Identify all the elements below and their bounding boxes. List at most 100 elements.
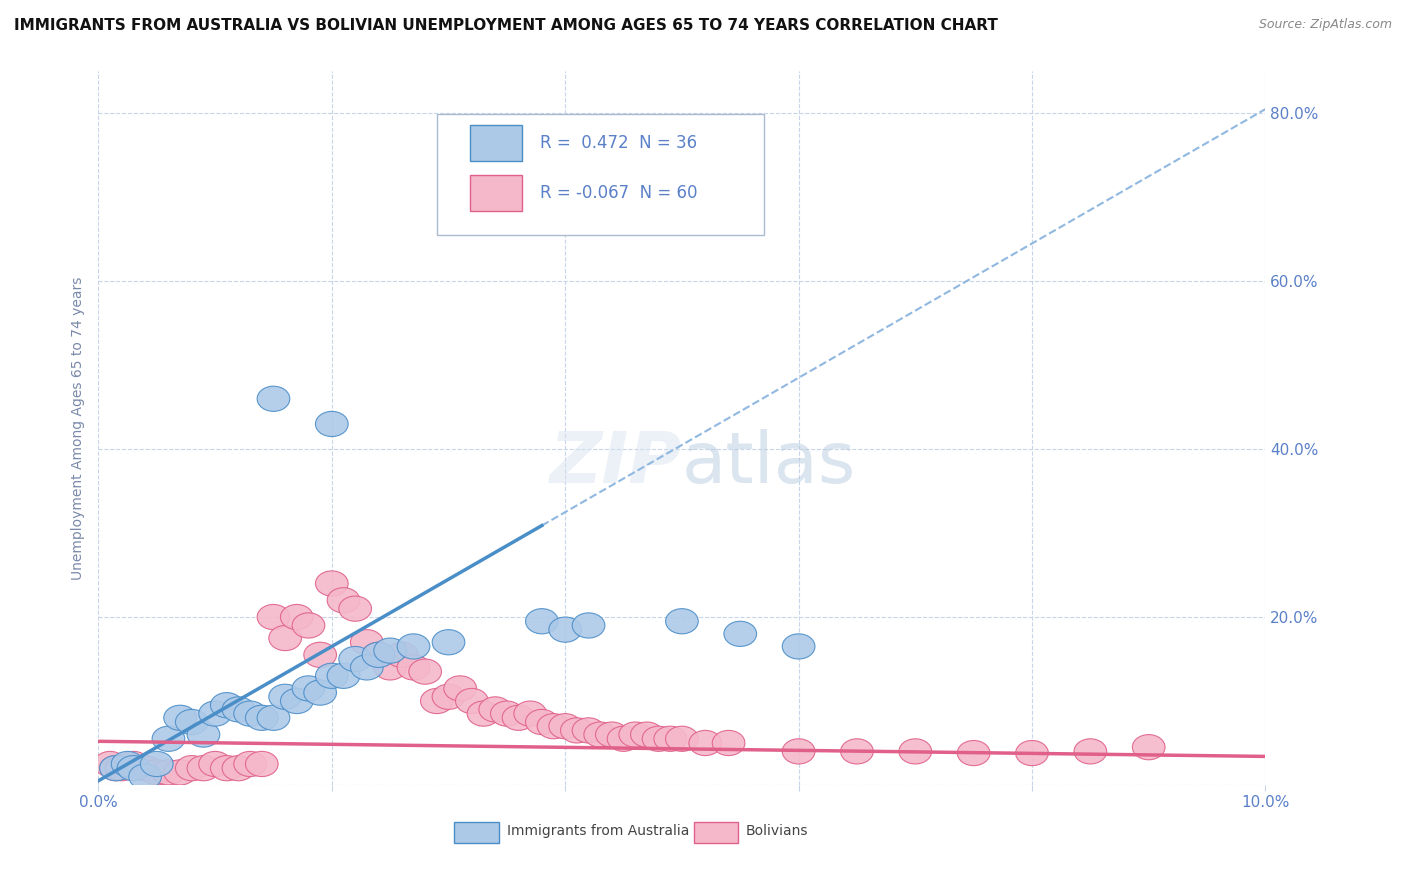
Ellipse shape (724, 621, 756, 647)
Ellipse shape (100, 756, 132, 780)
Ellipse shape (513, 701, 547, 726)
Ellipse shape (432, 630, 465, 655)
Ellipse shape (782, 634, 815, 659)
Ellipse shape (1074, 739, 1107, 764)
Ellipse shape (607, 726, 640, 751)
Ellipse shape (117, 751, 150, 777)
FancyBboxPatch shape (437, 114, 763, 235)
Ellipse shape (841, 739, 873, 764)
Ellipse shape (105, 756, 138, 780)
Ellipse shape (233, 701, 267, 726)
Ellipse shape (198, 751, 232, 777)
Ellipse shape (304, 642, 336, 667)
Ellipse shape (315, 664, 349, 689)
Ellipse shape (619, 722, 651, 747)
Ellipse shape (898, 739, 932, 764)
Text: Bolivians: Bolivians (747, 824, 808, 838)
Ellipse shape (222, 697, 254, 722)
Ellipse shape (572, 718, 605, 743)
Ellipse shape (141, 760, 173, 785)
Ellipse shape (374, 638, 406, 664)
Ellipse shape (100, 756, 132, 780)
Ellipse shape (328, 588, 360, 613)
Ellipse shape (456, 689, 488, 714)
Ellipse shape (187, 722, 219, 747)
Ellipse shape (548, 617, 582, 642)
Ellipse shape (292, 676, 325, 701)
Ellipse shape (117, 756, 150, 780)
Text: Immigrants from Australia: Immigrants from Australia (508, 824, 689, 838)
Ellipse shape (269, 625, 301, 650)
Ellipse shape (630, 722, 664, 747)
Ellipse shape (374, 655, 406, 680)
Ellipse shape (350, 630, 384, 655)
Ellipse shape (479, 697, 512, 722)
Text: IMMIGRANTS FROM AUSTRALIA VS BOLIVIAN UNEMPLOYMENT AMONG AGES 65 TO 74 YEARS COR: IMMIGRANTS FROM AUSTRALIA VS BOLIVIAN UN… (14, 18, 998, 33)
Ellipse shape (385, 642, 418, 667)
Ellipse shape (129, 756, 162, 780)
Ellipse shape (292, 613, 325, 638)
Ellipse shape (187, 756, 219, 780)
Ellipse shape (957, 740, 990, 765)
Text: atlas: atlas (682, 429, 856, 499)
Ellipse shape (350, 655, 384, 680)
Ellipse shape (526, 709, 558, 735)
Ellipse shape (280, 689, 314, 714)
Ellipse shape (548, 714, 582, 739)
Ellipse shape (396, 634, 430, 659)
Ellipse shape (163, 760, 197, 785)
Ellipse shape (526, 210, 558, 235)
Ellipse shape (643, 726, 675, 751)
Ellipse shape (198, 701, 232, 726)
Ellipse shape (246, 751, 278, 777)
Ellipse shape (363, 642, 395, 667)
Ellipse shape (141, 751, 173, 777)
Ellipse shape (654, 726, 686, 751)
Ellipse shape (363, 642, 395, 667)
Ellipse shape (315, 571, 349, 596)
Ellipse shape (111, 751, 143, 777)
Ellipse shape (339, 647, 371, 672)
Ellipse shape (211, 692, 243, 718)
Ellipse shape (176, 756, 208, 780)
Ellipse shape (432, 684, 465, 709)
Ellipse shape (689, 731, 721, 756)
Ellipse shape (339, 596, 371, 621)
Text: R = -0.067  N = 60: R = -0.067 N = 60 (540, 184, 697, 202)
Ellipse shape (596, 722, 628, 747)
Ellipse shape (1132, 735, 1166, 760)
Ellipse shape (233, 751, 267, 777)
Ellipse shape (665, 608, 699, 634)
Text: Source: ZipAtlas.com: Source: ZipAtlas.com (1258, 18, 1392, 31)
Ellipse shape (409, 659, 441, 684)
Ellipse shape (491, 701, 523, 726)
Ellipse shape (1015, 740, 1049, 765)
Ellipse shape (315, 411, 349, 436)
Ellipse shape (782, 739, 815, 764)
Ellipse shape (526, 608, 558, 634)
Ellipse shape (246, 706, 278, 731)
Ellipse shape (211, 756, 243, 780)
Ellipse shape (713, 731, 745, 756)
Ellipse shape (420, 689, 453, 714)
Ellipse shape (222, 756, 254, 780)
Ellipse shape (257, 706, 290, 731)
Ellipse shape (444, 676, 477, 701)
Ellipse shape (396, 655, 430, 680)
FancyBboxPatch shape (470, 125, 522, 161)
FancyBboxPatch shape (470, 175, 522, 211)
Text: ZIP: ZIP (550, 429, 682, 499)
FancyBboxPatch shape (454, 822, 499, 844)
Ellipse shape (467, 701, 501, 726)
Ellipse shape (269, 684, 301, 709)
FancyBboxPatch shape (693, 822, 738, 844)
Ellipse shape (163, 706, 197, 731)
Ellipse shape (129, 764, 162, 789)
Ellipse shape (152, 760, 184, 785)
Ellipse shape (152, 726, 184, 751)
Ellipse shape (502, 706, 534, 731)
Ellipse shape (572, 613, 605, 638)
Ellipse shape (257, 386, 290, 411)
Ellipse shape (665, 726, 699, 751)
Ellipse shape (537, 714, 569, 739)
